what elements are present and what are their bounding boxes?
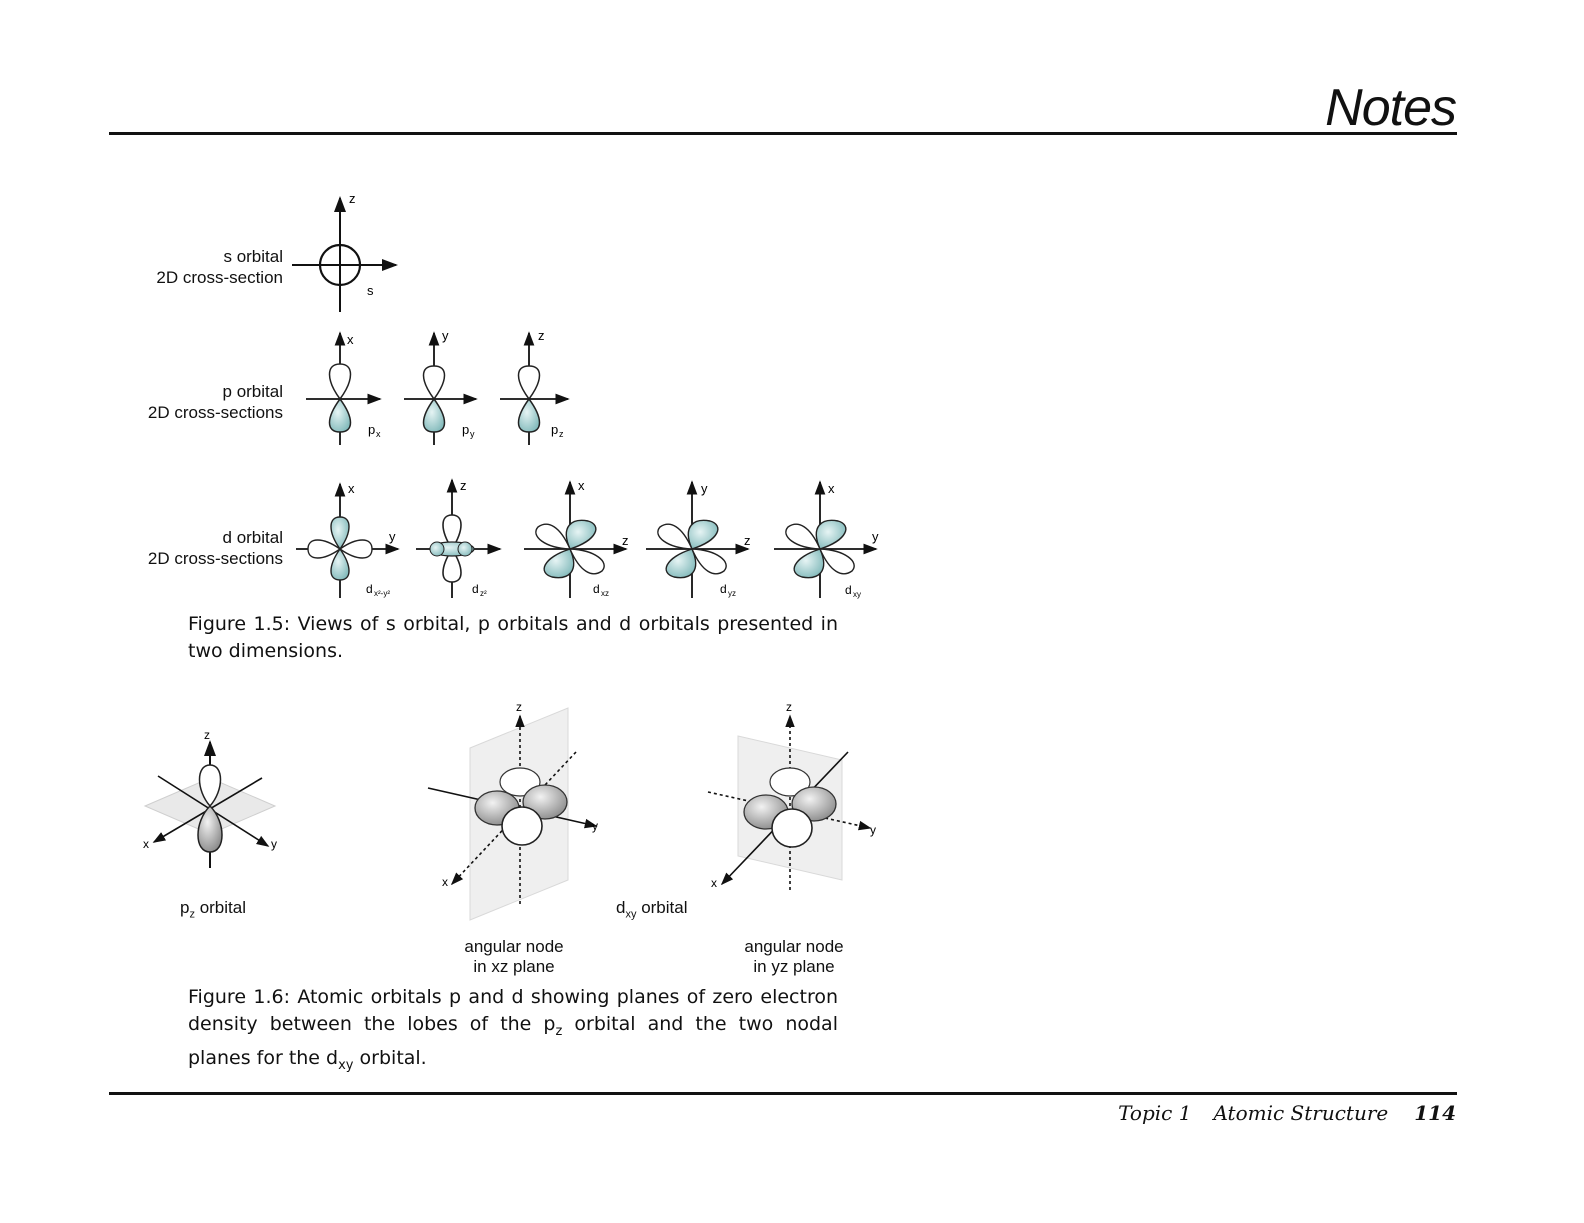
svg-text:yz: yz xyxy=(728,589,736,598)
p-orbital-label: p orbital 2D cross-sections xyxy=(147,382,283,422)
svg-text:y: y xyxy=(389,529,396,544)
svg-text:z: z xyxy=(538,328,545,343)
pz-orbital-label: pz orbital xyxy=(180,898,246,921)
svg-text:z: z xyxy=(349,191,356,206)
s-orbital-label: s orbital 2D cross-section xyxy=(156,247,283,287)
header-rule xyxy=(109,132,1457,135)
dxy-yz-node-diagram: z x y xyxy=(707,700,876,890)
svg-text:x: x xyxy=(348,481,355,496)
svg-text:y: y xyxy=(470,429,475,439)
pz-orbital-diagram: z p z xyxy=(500,328,570,445)
svg-text:y: y xyxy=(271,837,277,851)
svg-text:z: z xyxy=(559,429,564,439)
svg-text:p: p xyxy=(368,422,375,437)
svg-text:x: x xyxy=(347,332,354,347)
svg-text:z: z xyxy=(786,700,792,714)
svg-text:d: d xyxy=(472,582,479,596)
px-orbital-diagram: x p x xyxy=(306,331,382,445)
page-title: Notes xyxy=(1325,79,1457,137)
footer-rule xyxy=(109,1092,1457,1095)
svg-text:s: s xyxy=(367,283,374,298)
dx2y2-orbital-diagram: x y d x²-y² xyxy=(296,481,400,598)
svg-text:x: x xyxy=(376,429,381,439)
d-orbital-label: d orbital 2D cross-sections xyxy=(147,528,283,568)
page-footer: Topic 1 Atomic Structure 114 xyxy=(1118,1101,1456,1125)
angular-node-xz-label: angular node in xz plane xyxy=(464,937,564,976)
svg-text:y: y xyxy=(701,481,708,496)
svg-text:y: y xyxy=(870,823,876,837)
svg-text:x: x xyxy=(828,481,835,496)
svg-text:d: d xyxy=(593,582,600,596)
dxy-xz-node-diagram: z x y xyxy=(427,700,598,921)
svg-text:z: z xyxy=(460,478,467,493)
dyz-orbital-diagram: y z d yz xyxy=(646,480,751,598)
dz2-orbital-diagram: z d z² xyxy=(416,478,502,598)
dxy-orbital-diagram: x y d xy xyxy=(774,480,879,599)
svg-text:z: z xyxy=(744,533,751,548)
pz-orbital-3d-diagram: z x y xyxy=(143,728,277,868)
svg-text:xy: xy xyxy=(853,590,861,599)
angular-node-yz-label: angular node in yz plane xyxy=(744,937,844,976)
svg-text:p: p xyxy=(551,422,558,437)
svg-text:y: y xyxy=(872,529,879,544)
footer-topic: Topic 1 xyxy=(1118,1101,1192,1125)
svg-text:d: d xyxy=(845,583,852,597)
svg-text:z²: z² xyxy=(480,589,487,598)
figure-1-5-caption: Figure 1.5: Views of s orbital, p orbita… xyxy=(188,613,838,662)
footer-title: Atomic Structure xyxy=(1213,1101,1389,1125)
s-orbital-diagram: z s xyxy=(292,191,398,312)
svg-text:x: x xyxy=(442,875,448,889)
page-number: 114 xyxy=(1414,1101,1456,1125)
figure-1-6-caption: Figure 1.6: Atomic orbitals p and d show… xyxy=(188,986,838,1073)
svg-text:y: y xyxy=(442,328,449,343)
dxz-orbital-diagram: x z d xz xyxy=(524,478,629,598)
svg-text:d: d xyxy=(366,582,373,596)
svg-text:x: x xyxy=(578,478,585,493)
svg-text:z: z xyxy=(516,700,522,714)
svg-text:x²-y²: x²-y² xyxy=(374,589,390,598)
svg-text:z: z xyxy=(622,533,629,548)
svg-text:x: x xyxy=(711,876,717,890)
py-orbital-diagram: y p y xyxy=(404,328,478,445)
svg-text:p: p xyxy=(462,422,469,437)
svg-text:d: d xyxy=(720,582,727,596)
svg-text:x: x xyxy=(143,837,149,851)
dxy-orbital-label: dxy orbital xyxy=(616,898,688,921)
svg-text:xz: xz xyxy=(601,589,609,598)
svg-text:y: y xyxy=(592,819,598,833)
svg-text:z: z xyxy=(204,728,210,742)
